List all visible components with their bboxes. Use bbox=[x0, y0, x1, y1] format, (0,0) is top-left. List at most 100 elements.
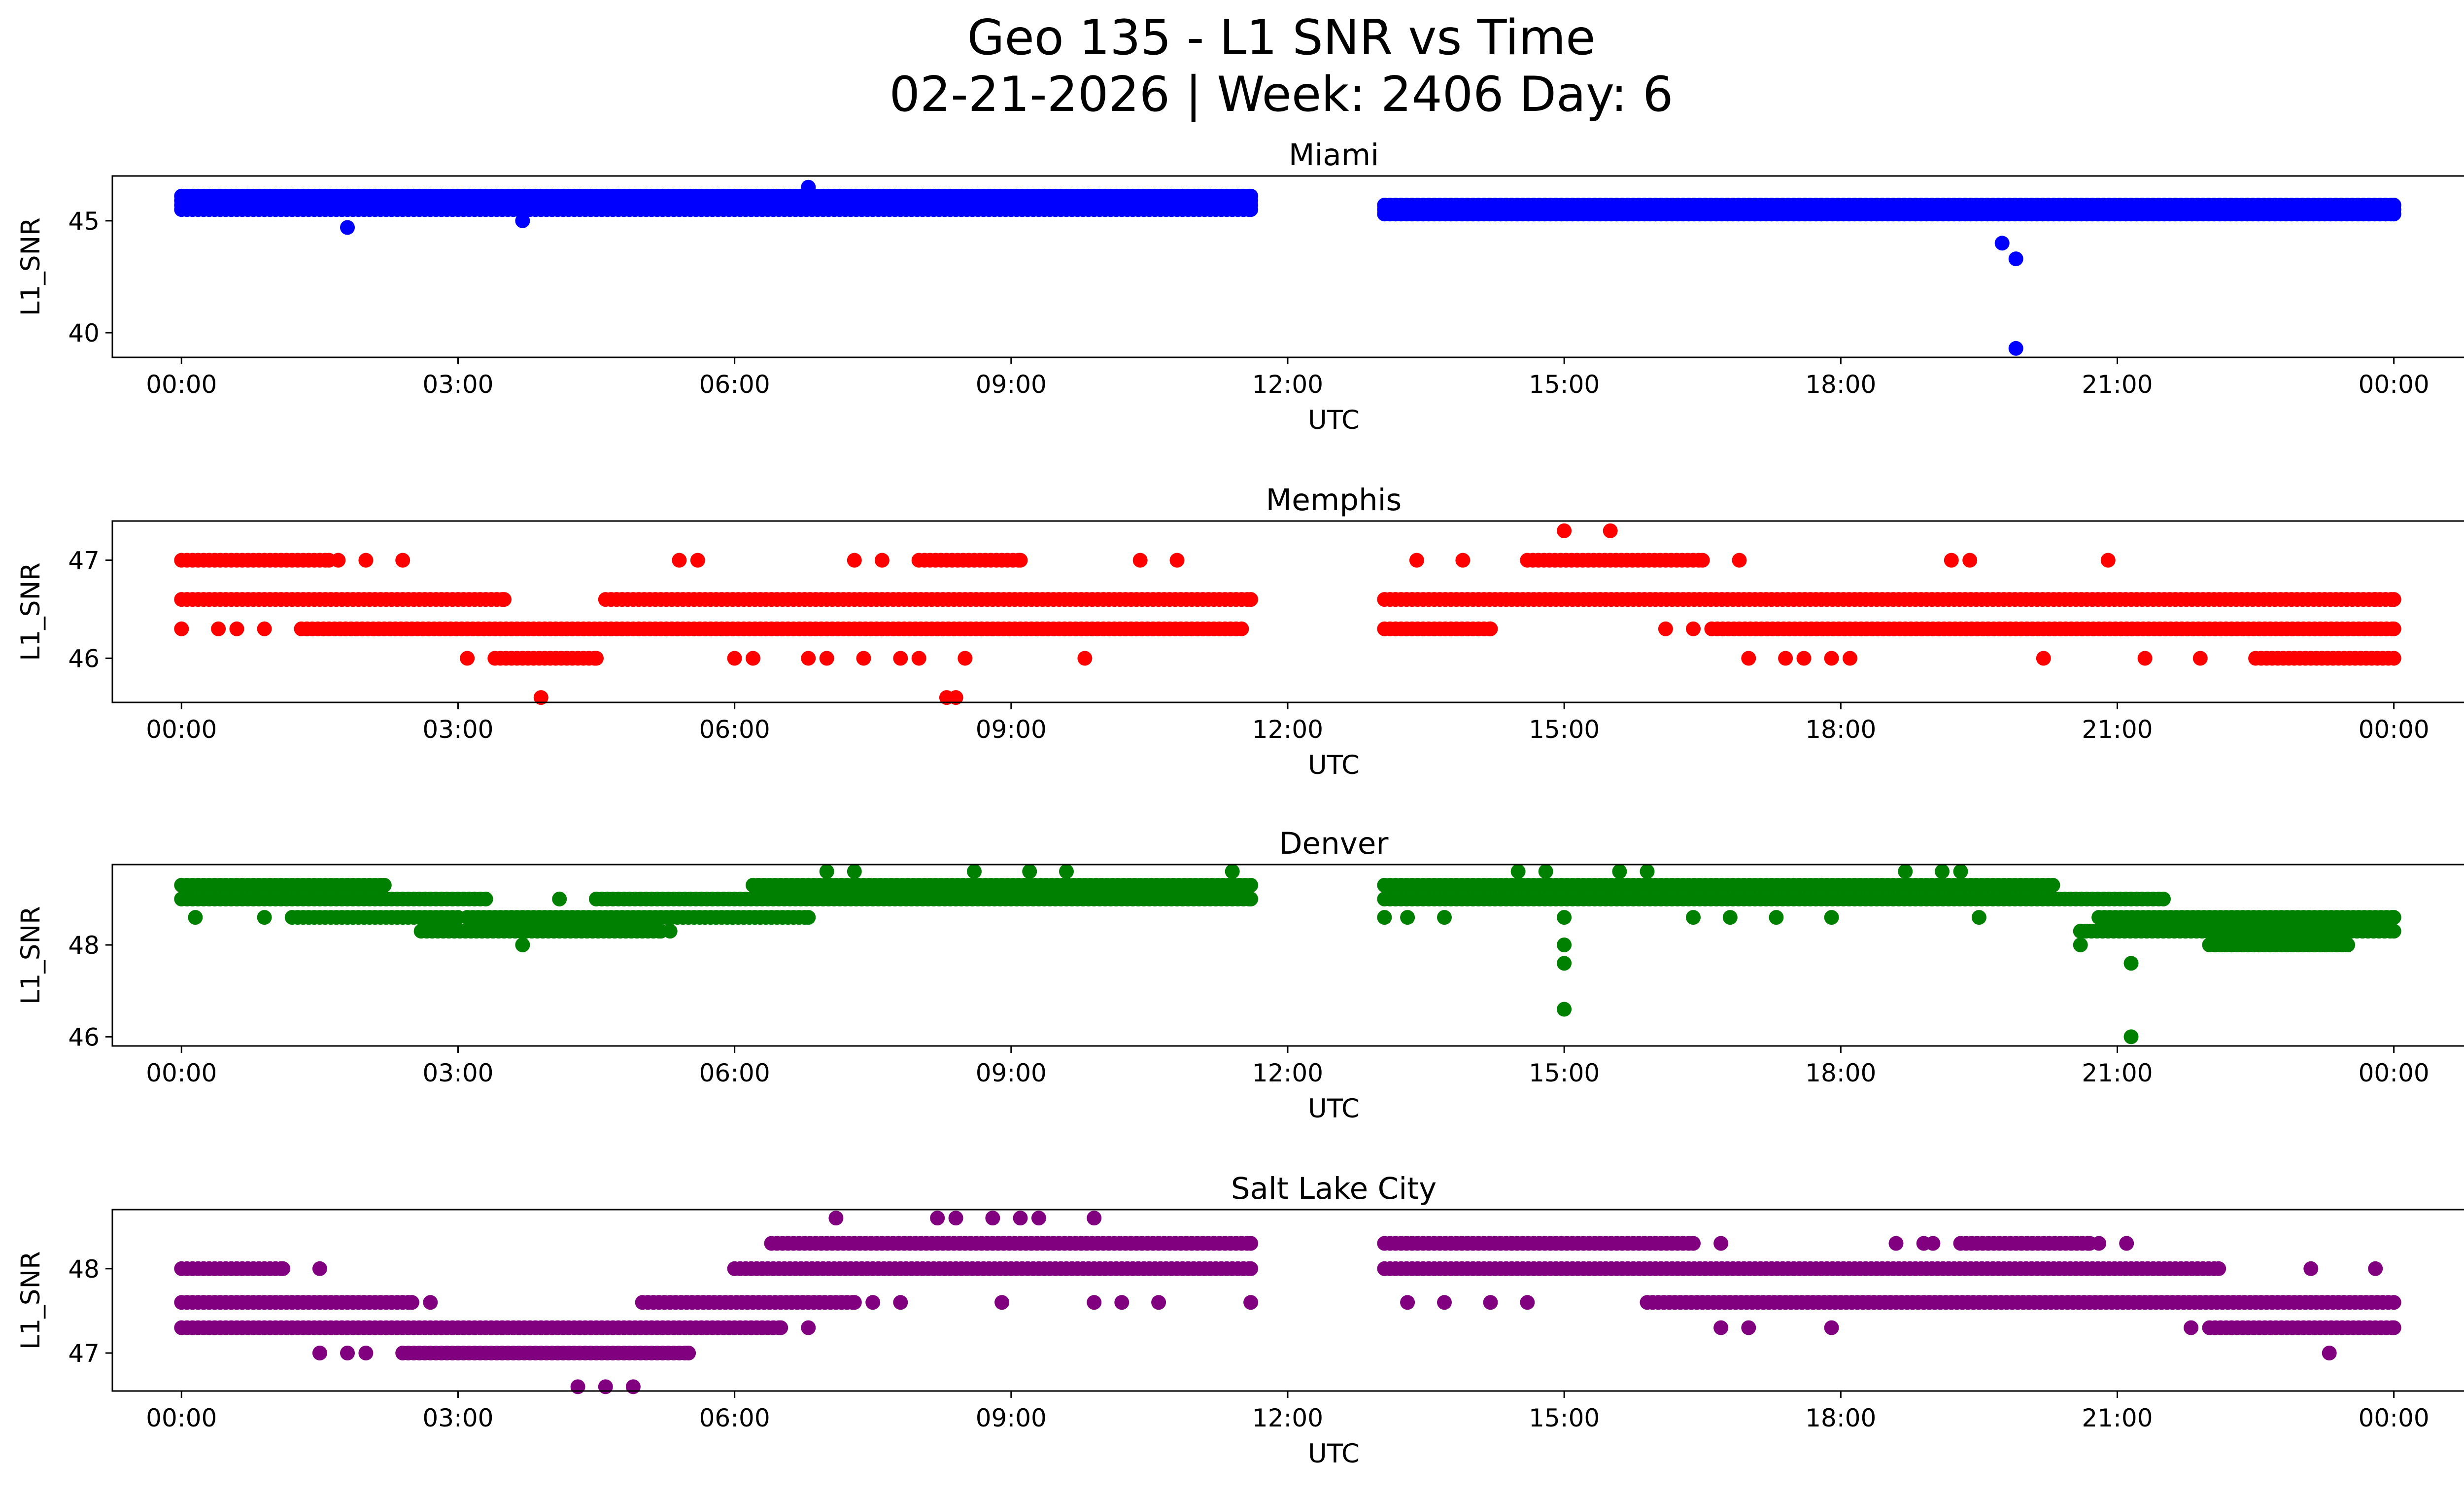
data-point bbox=[376, 877, 392, 893]
data-point bbox=[2386, 651, 2401, 666]
data-point bbox=[773, 1320, 788, 1335]
data-point bbox=[1713, 1320, 1729, 1335]
y-axis-label: L1_SNR bbox=[16, 217, 46, 316]
data-point bbox=[1377, 910, 1392, 925]
data-point bbox=[515, 938, 530, 952]
data-point bbox=[985, 1211, 1000, 1226]
x-tick-label: 06:00 bbox=[699, 1059, 770, 1087]
data-point bbox=[1796, 651, 1812, 666]
data-point bbox=[1953, 864, 1968, 879]
data-point bbox=[2036, 651, 2051, 666]
x-tick-label: 21:00 bbox=[2082, 1059, 2153, 1087]
data-point bbox=[1437, 1295, 1452, 1310]
data-point bbox=[828, 1211, 844, 1226]
data-point bbox=[174, 621, 189, 636]
data-point bbox=[2386, 924, 2401, 939]
data-point bbox=[257, 910, 272, 925]
data-points bbox=[174, 179, 2401, 356]
data-point bbox=[2386, 592, 2401, 607]
data-point bbox=[423, 1295, 438, 1310]
x-tick-label: 21:00 bbox=[2082, 370, 2153, 399]
data-point bbox=[2386, 621, 2401, 636]
data-points bbox=[174, 1211, 2401, 1394]
axes-frame bbox=[111, 520, 2464, 703]
data-point bbox=[801, 179, 816, 195]
x-tick-label: 21:00 bbox=[2082, 1404, 2153, 1432]
data-point bbox=[746, 651, 760, 666]
data-point bbox=[1971, 910, 1986, 925]
data-point bbox=[1658, 621, 1673, 636]
x-tick-label: 18:00 bbox=[1805, 370, 1876, 399]
data-point bbox=[2045, 877, 2060, 893]
data-point bbox=[2386, 1295, 2401, 1310]
data-point bbox=[1935, 864, 1950, 879]
data-point bbox=[1741, 1320, 1756, 1335]
data-point bbox=[1059, 864, 1074, 879]
data-point bbox=[2192, 651, 2208, 666]
data-point bbox=[1557, 938, 1572, 952]
panel-1: Miami 00:00 03:00 06:00 09:00 12:00 15:00 18:00… bbox=[16, 138, 2464, 435]
data-point bbox=[2091, 1236, 2107, 1251]
data-point bbox=[1243, 877, 1259, 893]
data-point bbox=[2303, 1261, 2319, 1276]
x-axis-label: UTC bbox=[1308, 1094, 1360, 1124]
data-point bbox=[589, 651, 604, 666]
y-tick-label: 45 bbox=[68, 207, 100, 236]
data-point bbox=[1603, 523, 1618, 538]
data-point bbox=[2156, 891, 2171, 906]
data-point bbox=[1243, 891, 1259, 906]
data-point bbox=[1087, 1295, 1102, 1310]
data-point bbox=[1612, 864, 1627, 879]
y-tick-label: 46 bbox=[68, 1023, 100, 1051]
x-tick-label: 00:00 bbox=[2359, 1059, 2430, 1087]
data-point bbox=[312, 1346, 327, 1360]
data-point bbox=[1151, 1295, 1166, 1310]
data-point bbox=[727, 651, 742, 666]
data-point bbox=[1437, 910, 1452, 925]
data-point bbox=[801, 1320, 816, 1335]
x-tick-label: 03:00 bbox=[422, 1404, 493, 1432]
x-tick-label: 09:00 bbox=[976, 1404, 1047, 1432]
data-point bbox=[1243, 188, 1259, 204]
x-axis-label: UTC bbox=[1308, 1439, 1360, 1469]
x-tick-label: 18:00 bbox=[1805, 715, 1876, 744]
data-point bbox=[2119, 1236, 2134, 1251]
data-point bbox=[994, 1295, 1010, 1310]
data-point bbox=[1087, 1211, 1102, 1226]
data-point bbox=[1243, 1236, 1259, 1251]
data-points bbox=[174, 523, 2401, 705]
data-point bbox=[1686, 910, 1701, 925]
x-tick-label: 15:00 bbox=[1529, 1404, 1600, 1432]
data-point bbox=[1557, 523, 1572, 538]
data-point bbox=[1898, 864, 1913, 879]
data-point bbox=[819, 651, 834, 666]
data-point bbox=[460, 651, 475, 666]
data-point bbox=[1888, 1236, 1904, 1251]
y-tick-label: 40 bbox=[68, 319, 100, 348]
x-tick-label: 00:00 bbox=[146, 370, 217, 399]
data-point bbox=[2123, 956, 2139, 971]
data-point bbox=[552, 891, 567, 906]
data-point bbox=[958, 651, 973, 666]
data-point bbox=[847, 1295, 862, 1310]
data-point bbox=[847, 553, 862, 568]
x-tick-label: 15:00 bbox=[1529, 1059, 1600, 1087]
data-point bbox=[2386, 198, 2401, 213]
x-tick-label: 21:00 bbox=[2082, 715, 2153, 744]
data-point bbox=[211, 621, 226, 636]
data-point bbox=[1824, 651, 1839, 666]
data-point bbox=[1994, 236, 2010, 251]
data-point bbox=[188, 910, 203, 925]
data-point bbox=[911, 651, 926, 666]
data-points bbox=[174, 864, 2401, 1044]
data-point bbox=[1243, 592, 1259, 607]
data-point bbox=[1031, 1211, 1046, 1226]
x-tick-label: 12:00 bbox=[1252, 1404, 1323, 1432]
data-point bbox=[1824, 910, 1839, 925]
x-tick-label: 03:00 bbox=[422, 370, 493, 399]
y-tick-label: 48 bbox=[68, 1255, 100, 1284]
data-point bbox=[1741, 651, 1756, 666]
data-point bbox=[1132, 553, 1148, 568]
data-point bbox=[1686, 621, 1701, 636]
